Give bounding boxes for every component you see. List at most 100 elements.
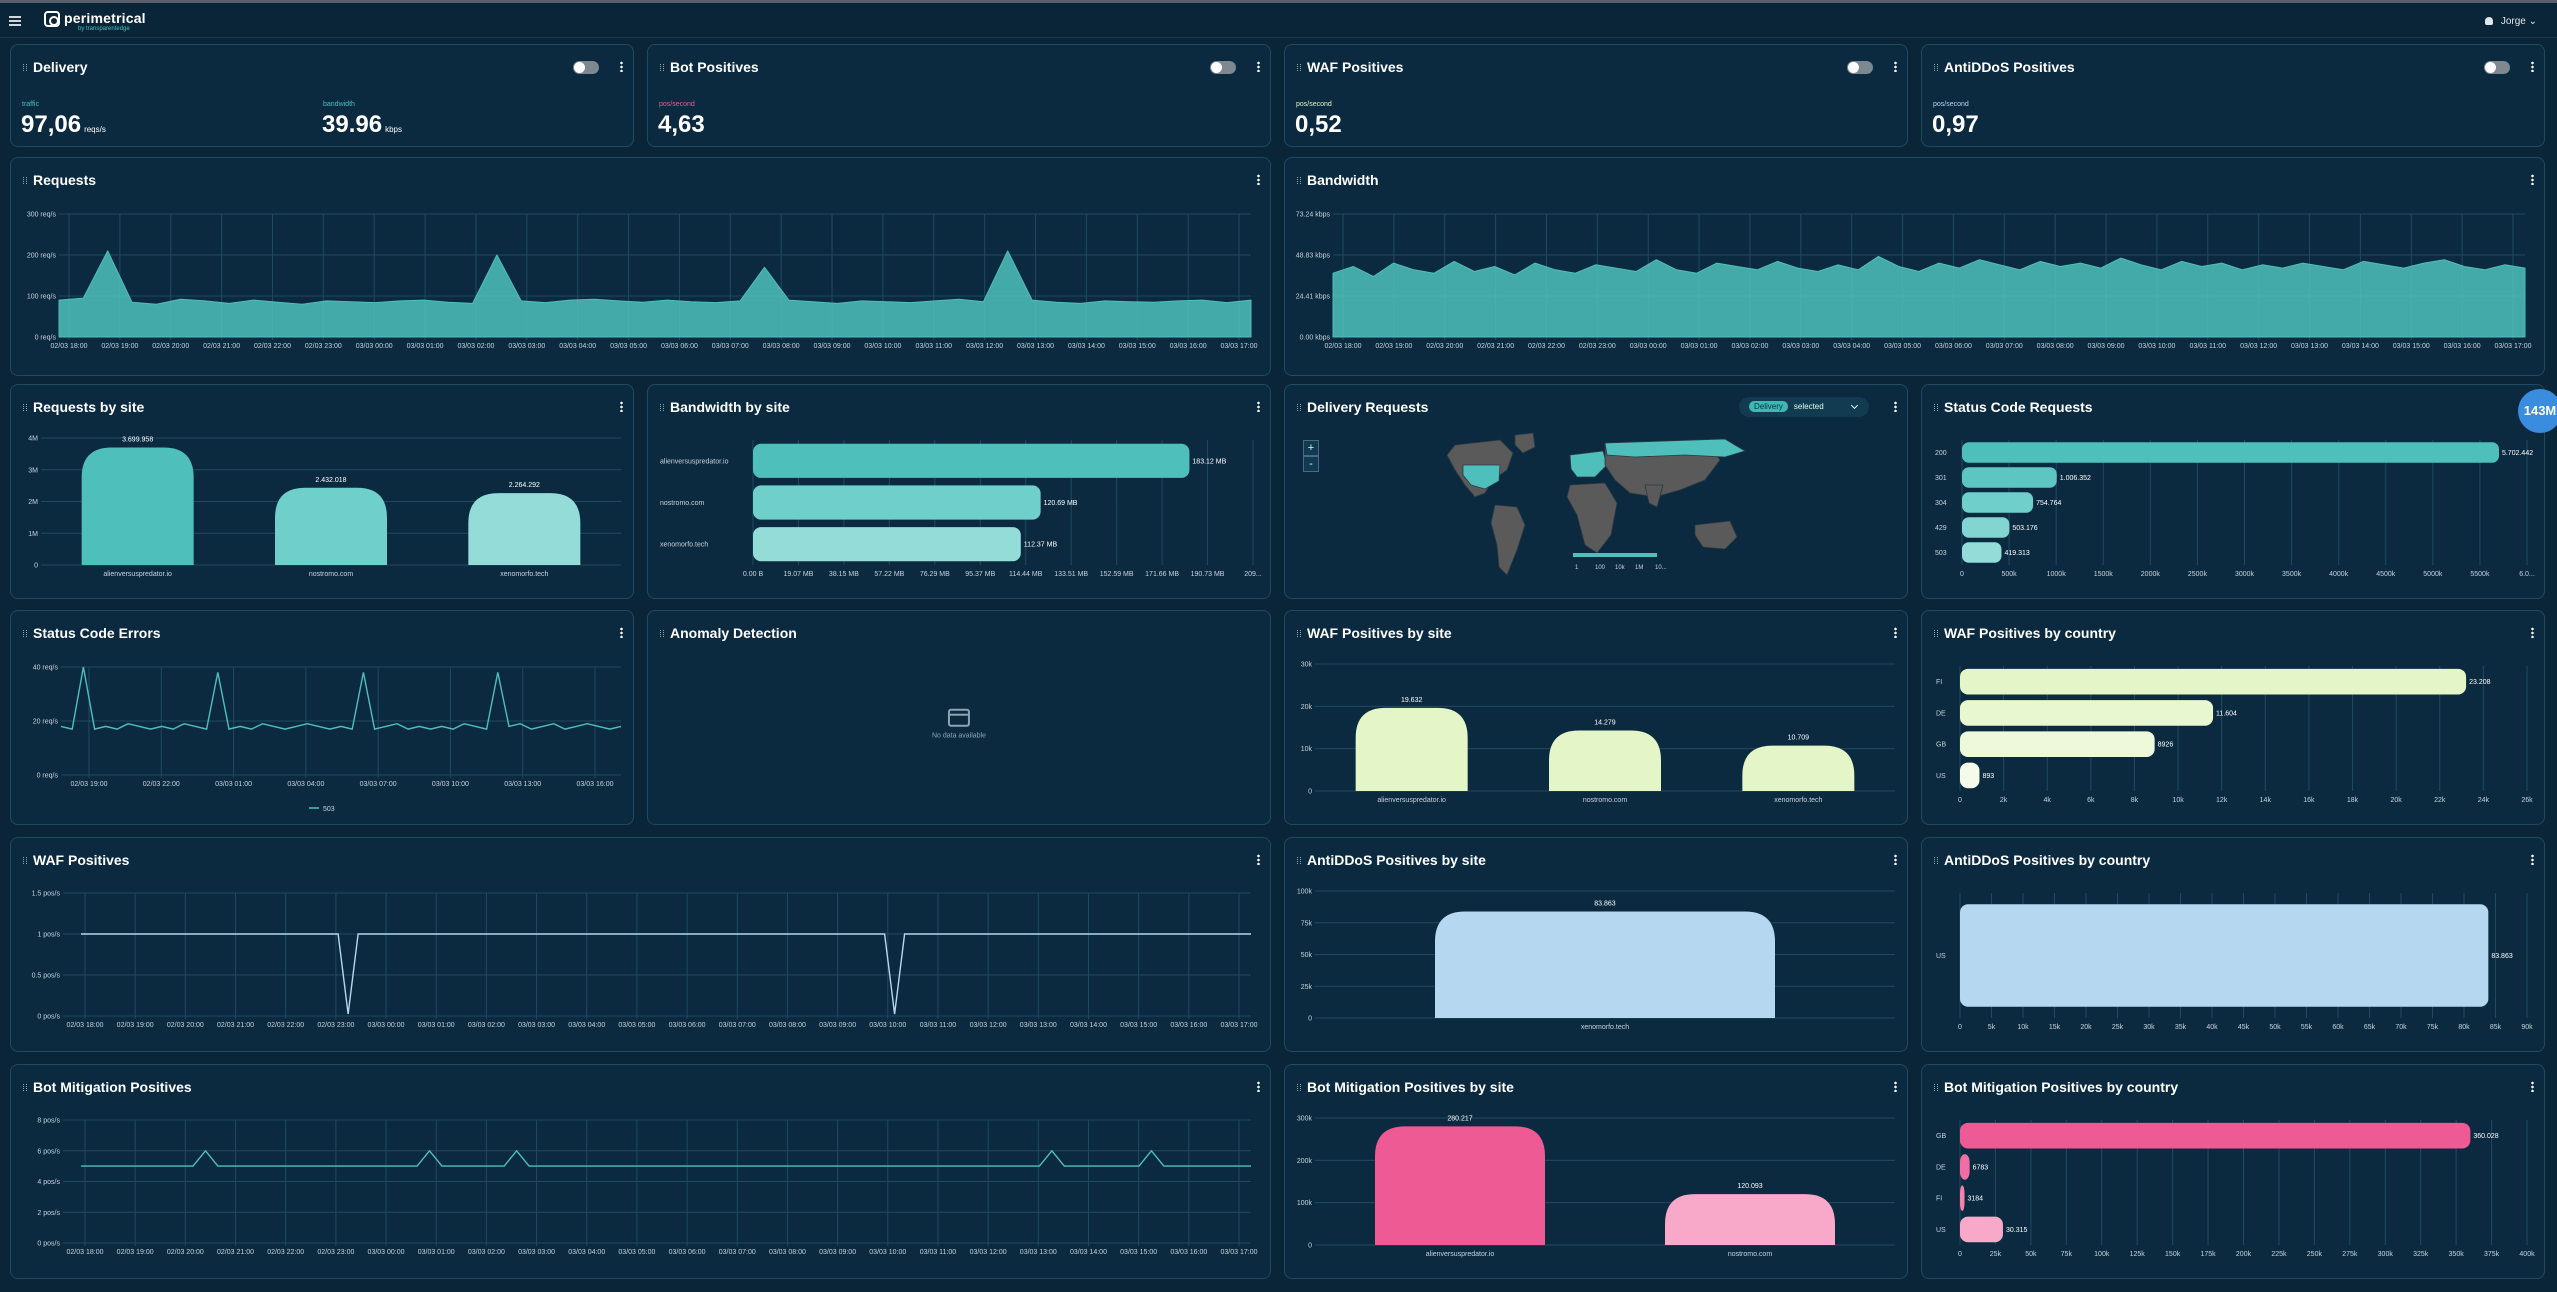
x-tick-label: 03/03 14:00 bbox=[2342, 343, 2379, 350]
x-tick-label: nostromo.com bbox=[1728, 1251, 1773, 1258]
x-tick-label: 03/03 08:00 bbox=[763, 343, 800, 350]
x-tick-label: 25k bbox=[1990, 1251, 2002, 1258]
y-tick-label: 1.5 pos/s bbox=[32, 891, 61, 898]
more-options-icon[interactable] bbox=[620, 401, 623, 412]
x-tick-label: 40k bbox=[2206, 1024, 2218, 1031]
bar bbox=[1962, 517, 2010, 538]
more-options-icon[interactable] bbox=[1894, 401, 1897, 412]
x-tick-label: 02/03 23:00 bbox=[317, 1249, 354, 1256]
card-title: AntiDDoS Positives by site bbox=[1297, 852, 1486, 868]
x-tick-label: alienversuspredator.io bbox=[1377, 797, 1446, 804]
toggle-switch[interactable] bbox=[1847, 61, 1873, 74]
more-options-icon[interactable] bbox=[2531, 627, 2534, 638]
x-tick-label: 03/03 16:00 bbox=[2444, 343, 2481, 350]
bot-mitigation-chart: 0 pos/s 2 pos/s 4 pos/s 6 pos/s 8 pos/s 02/03… bbox=[37, 1118, 1258, 1257]
card-title: Requests bbox=[23, 172, 96, 188]
x-tick-label: 03/03 14:00 bbox=[1068, 343, 1105, 350]
bot-mitigation-by-site-chart: 0 100k 200k 300k 280.217 alienversuspredator.… bbox=[1297, 1115, 1895, 1258]
y-tick-label: 301 bbox=[1935, 475, 1947, 482]
y-tick-label: alienversuspredator.io bbox=[660, 458, 729, 465]
x-tick-label: 03/03 12:00 bbox=[970, 1249, 1007, 1256]
x-tick-label: 02/03 18:00 bbox=[67, 1249, 104, 1256]
y-tick-label: 10k bbox=[1301, 746, 1313, 753]
x-tick-label: 03/03 16:00 bbox=[1170, 343, 1207, 350]
card-title: Bot Mitigation Positives by country bbox=[1934, 1079, 2178, 1095]
x-tick-label: 175k bbox=[2200, 1251, 2216, 1258]
x-tick-label: 45k bbox=[2238, 1024, 2250, 1031]
x-tick-label: 03/03 08:00 bbox=[769, 1249, 806, 1256]
metric-value: 4,63 bbox=[658, 111, 705, 138]
user-menu[interactable]: Jorge ⌄ bbox=[2484, 16, 2537, 27]
bar bbox=[1962, 467, 2057, 488]
more-options-icon[interactable] bbox=[1257, 61, 1260, 72]
antiddos-by-country-card: AntiDDoS Positives by country 0 5k 10k 15k 2… bbox=[1921, 837, 2545, 1052]
y-tick-label: 100k bbox=[1297, 1200, 1313, 1207]
status-code-errors-card: Status Code Errors 0 req/s 20 req/s 40 req… bbox=[10, 610, 634, 825]
more-options-icon[interactable] bbox=[1894, 61, 1897, 72]
card-title: Bandwidth bbox=[1297, 172, 1379, 188]
more-options-icon[interactable] bbox=[620, 61, 623, 72]
metric-value: 0,52 bbox=[1295, 111, 1342, 138]
x-tick-label: 80k bbox=[2458, 1024, 2470, 1031]
card-title: WAF Positives by country bbox=[1934, 625, 2116, 641]
x-tick-label: 02/03 21:00 bbox=[217, 1022, 254, 1029]
x-tick-label: 03/03 00:00 bbox=[368, 1249, 405, 1256]
toggle-switch[interactable] bbox=[573, 61, 599, 74]
notification-bubble[interactable]: 143M bbox=[2518, 389, 2557, 433]
more-options-icon[interactable] bbox=[1257, 401, 1260, 412]
user-icon bbox=[2484, 17, 2493, 25]
x-tick-label: 03/03 10:00 bbox=[864, 343, 901, 350]
x-tick-label: 2500k bbox=[2188, 571, 2208, 578]
metric-value: 97,06 reqs/s bbox=[21, 111, 106, 138]
more-options-icon[interactable] bbox=[620, 627, 623, 638]
x-tick-label: 03/03 02:00 bbox=[468, 1022, 505, 1029]
zoom-out-button[interactable]: - bbox=[1303, 456, 1319, 472]
more-options-icon[interactable] bbox=[2531, 61, 2534, 72]
legend-label: 100 bbox=[1595, 565, 1606, 571]
more-options-icon[interactable] bbox=[1894, 854, 1897, 865]
more-options-icon[interactable] bbox=[1894, 1081, 1897, 1092]
y-tick-label: 8 pos/s bbox=[37, 1118, 60, 1125]
zoom-in-button[interactable]: + bbox=[1303, 440, 1319, 456]
y-tick-label: 1 pos/s bbox=[37, 932, 60, 939]
bandwidth-by-site-card: Bandwidth by site 0.00 B 19.07 MB 38.15 MB… bbox=[647, 384, 1271, 599]
data-label: 2.432.018 bbox=[315, 477, 346, 484]
more-options-icon[interactable] bbox=[1257, 174, 1260, 185]
menu-icon[interactable] bbox=[9, 16, 21, 26]
more-options-icon[interactable] bbox=[2531, 174, 2534, 185]
data-label: 893 bbox=[1982, 773, 1994, 780]
x-tick-label: 24k bbox=[2478, 797, 2490, 804]
x-tick-label: 03/03 17:00 bbox=[1221, 1249, 1258, 1256]
card-title: Status Code Errors bbox=[23, 625, 161, 641]
y-tick-label: 50k bbox=[1301, 952, 1313, 959]
more-options-icon[interactable] bbox=[1894, 627, 1897, 638]
toggle-switch[interactable] bbox=[1210, 61, 1236, 74]
y-tick-label: 300k bbox=[1297, 1116, 1313, 1123]
x-tick-label: 19.07 MB bbox=[783, 571, 813, 578]
x-tick-label: 0 bbox=[1960, 571, 1964, 578]
toggle-switch[interactable] bbox=[2484, 61, 2510, 74]
card-title: Bot Positives bbox=[660, 59, 759, 75]
x-tick-label: 02/03 20:00 bbox=[167, 1249, 204, 1256]
legend-label: 503 bbox=[323, 806, 335, 813]
world-map[interactable]: 1 100 10k 1M 10... bbox=[1285, 385, 1908, 599]
more-options-icon[interactable] bbox=[1257, 854, 1260, 865]
bot-mitigation-by-country-chart: 0 25k 50k 75k 100k 125k 150k 175k 200k 225k 250k 27… bbox=[1936, 1120, 2535, 1258]
x-tick-label: alienversuspredator.io bbox=[1426, 1251, 1495, 1258]
more-options-icon[interactable] bbox=[1257, 1081, 1260, 1092]
more-options-icon[interactable] bbox=[2531, 854, 2534, 865]
metric-label: pos/second bbox=[1296, 101, 1332, 108]
x-tick-label: 114.44 MB bbox=[1009, 571, 1043, 578]
data-label: 120.093 bbox=[1737, 1183, 1762, 1190]
status-code-errors-chart: 0 req/s 20 req/s 40 req/s 02/03 19:00 02/03 … bbox=[33, 665, 622, 813]
more-options-icon[interactable] bbox=[2531, 1081, 2534, 1092]
site-selector[interactable]: Delivery selected bbox=[1739, 397, 1869, 417]
x-tick-label: 5500k bbox=[2470, 571, 2490, 578]
y-tick-label: 100k bbox=[1297, 889, 1313, 896]
metric-label: bandwidth bbox=[323, 101, 355, 108]
x-tick-label: 8k bbox=[2131, 797, 2139, 804]
x-tick-label: 12k bbox=[2216, 797, 2228, 804]
x-tick-label: 03/03 06:00 bbox=[669, 1249, 706, 1256]
legend-label: 10... bbox=[1655, 565, 1667, 571]
x-tick-label: 500k bbox=[2001, 571, 2017, 578]
